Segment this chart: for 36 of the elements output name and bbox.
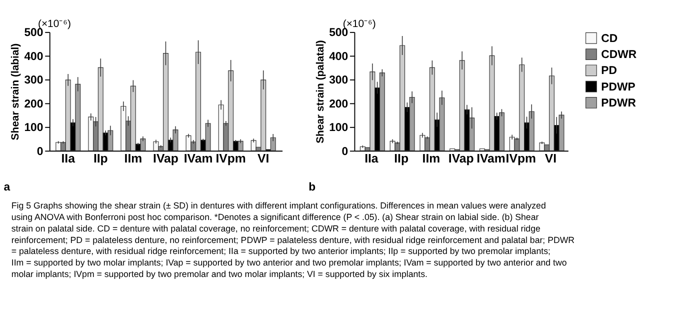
- x-tick-label: IVpm: [216, 152, 246, 166]
- x-tick-label: IVpm: [506, 152, 536, 166]
- y-axis-title: Shear strain (palatal): [315, 40, 326, 144]
- y-tick-label: 500: [24, 27, 44, 40]
- y-tick-label: 100: [329, 122, 348, 134]
- y-tick-label: 200: [329, 98, 348, 110]
- x-tick-label: IVap: [153, 152, 179, 166]
- x-tick-label: VI: [258, 152, 270, 166]
- y-tick-label: 400: [329, 50, 348, 63]
- x-tick-label: IVap: [448, 152, 474, 166]
- legend-label: PDWR: [601, 98, 636, 110]
- x-tick-label: IIa: [61, 152, 76, 166]
- x-tick-label: IIm: [124, 152, 142, 166]
- text: b: [308, 182, 316, 194]
- y-tick-label: 300: [329, 74, 348, 87]
- y-axis-title: Shear strain (labial): [10, 43, 22, 140]
- legend-label: PD: [601, 65, 617, 78]
- y-tick-label: 300: [24, 74, 44, 87]
- x-tick-label: IVam: [184, 152, 213, 166]
- y-tick-label: 0: [342, 146, 348, 158]
- caption: Fig 5 Graphs showing the shear strain (± SD) in dentures with different implant configurations. Differences in mean values were analyzed using ANOVA with Bonferroni post hoc comparison. *Denotes a significant difference (P < .05). (a) Shear strain on labial side. (b) Shear strain on palatal side. CD = denture with palatal coverage, no reinforcement; CDWR = denture with palatal coverage, with residual ridge reinforcement; PD = palateless denture, no reinforcement; PDWP = palateless denture, with residual ridge reinforcement and palatal bar; PDWR = palateless denture, with residual ridge reinforcement; IIa = supported by two anterior implants; IIp = supported by two premolar implants; IIm = supported by two molar implants; IVap = supported by two anterior and two premolar implants; IVam = supported by two anterior and two molar implants; IVpm = supported by two premolar and two molar implants; VI = supported by six implants.: [11, 200, 575, 279]
- legend-label: PDWP: [601, 81, 636, 94]
- x-tick-label: IIa: [364, 152, 378, 166]
- y-tick-label: 200: [24, 98, 44, 110]
- x-tick-label: IIp: [93, 152, 108, 166]
- x-tick-label: IIp: [394, 152, 409, 166]
- y-tick-label: 0: [36, 146, 44, 158]
- x-tick-label: IIm: [422, 152, 440, 166]
- text: a: [4, 182, 11, 194]
- y-tick-label: 100: [24, 122, 44, 134]
- legend-label: CDWR: [601, 49, 637, 62]
- x-tick-label: VI: [544, 152, 557, 166]
- x-tick-label: IVam: [476, 152, 506, 166]
- legend-label: CD: [601, 32, 618, 45]
- y-tick-label: 400: [24, 50, 44, 63]
- y-tick-label: 500: [329, 27, 348, 40]
